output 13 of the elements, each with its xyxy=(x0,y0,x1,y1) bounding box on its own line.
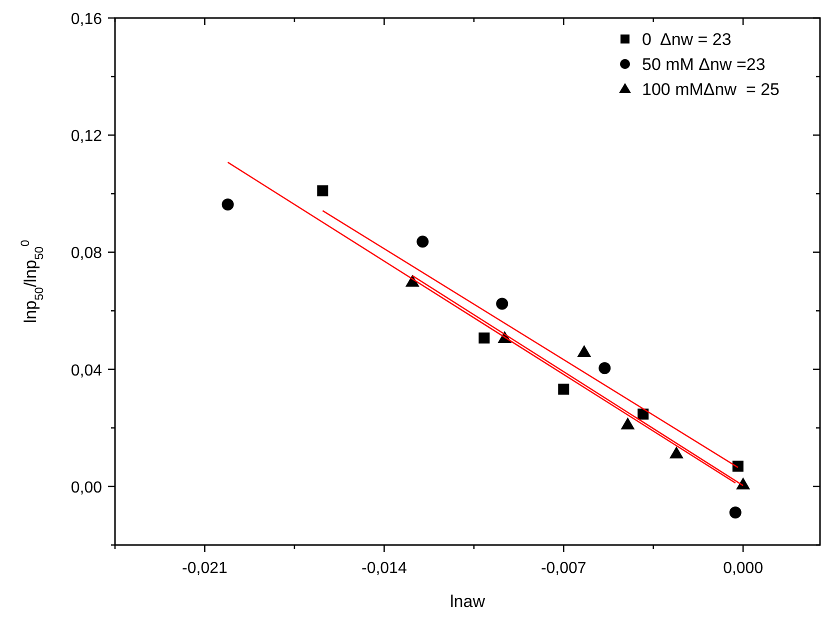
y-tick-label: 0,00 xyxy=(70,479,102,496)
x-tick-label: 0,000 xyxy=(723,560,764,577)
x-tick-label: -0,007 xyxy=(540,560,586,577)
x-tick-label: -0,014 xyxy=(361,560,407,577)
y-tick-label: 0,08 xyxy=(70,245,102,262)
legend-label: 50 mM Δnw =23 xyxy=(642,55,766,74)
x-tick-label: -0,021 xyxy=(182,560,228,577)
legend-label: 100 mMΔnw = 25 xyxy=(642,80,780,99)
y-tick-label: 0,12 xyxy=(70,128,102,146)
legend-label: 0 Δnw = 23 xyxy=(642,30,732,49)
y-tick-label: 0,16 xyxy=(70,11,102,28)
x-axis-title: lnaw xyxy=(450,592,486,611)
y-tick-label: 0,04 xyxy=(70,362,102,380)
